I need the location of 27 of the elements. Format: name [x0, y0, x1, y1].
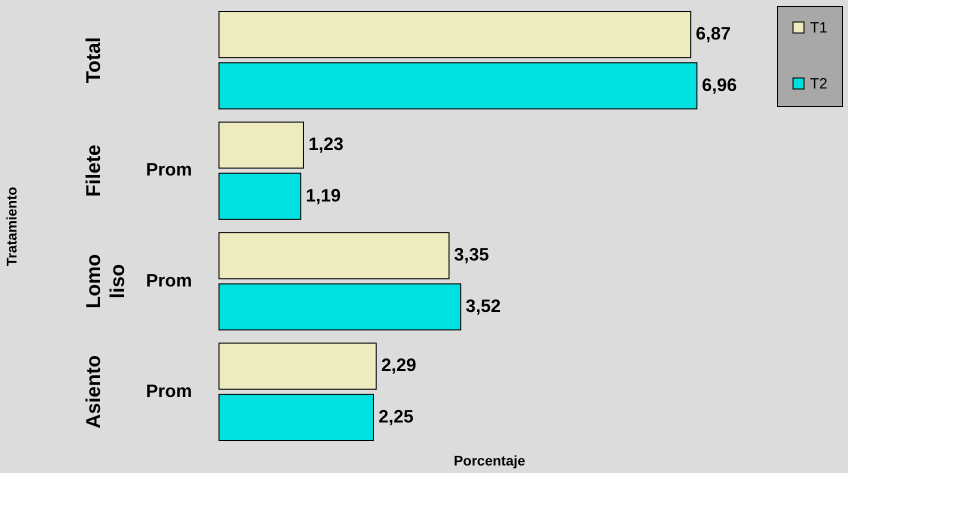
bar	[218, 122, 304, 169]
data-label: 2,25	[378, 406, 414, 426]
bar	[218, 283, 462, 330]
y-tick-label: Asiento	[83, 355, 105, 428]
y-tick-label: Filete	[83, 144, 105, 197]
data-label: 1,23	[308, 134, 344, 154]
text: Prom	[146, 380, 192, 401]
text: Prom	[146, 270, 192, 290]
bar	[218, 232, 450, 280]
x-axis-title: Porcentaje	[454, 452, 526, 468]
data-label: 2,29	[381, 355, 416, 376]
data-label: 3,52	[466, 296, 501, 316]
bar	[218, 62, 698, 110]
data-label: 3,35	[454, 244, 490, 265]
data-label: 1,19	[306, 185, 341, 206]
y-tick-label: Lomo liso	[83, 254, 129, 308]
bar	[218, 172, 302, 220]
bar	[218, 394, 374, 441]
y-tick-label: Total	[83, 37, 105, 84]
bar	[218, 342, 377, 390]
legend-label: T1	[810, 20, 828, 36]
text: Prom	[146, 160, 192, 180]
bar	[218, 11, 692, 58]
y-axis-title: Tratamiento	[4, 186, 20, 266]
data-label: 6,96	[702, 74, 737, 95]
data-label: 6,87	[696, 24, 731, 44]
legend-label: T2	[810, 76, 828, 92]
